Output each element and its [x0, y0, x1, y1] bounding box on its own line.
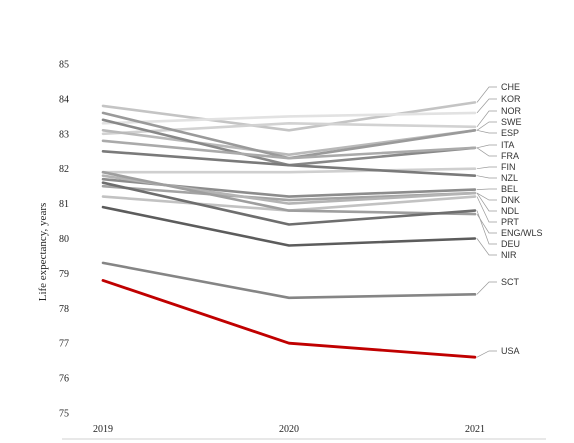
series-label: DEU	[501, 239, 520, 249]
series-label: NIR	[501, 250, 517, 260]
series-line-sct	[101, 261, 477, 300]
series-leader-line	[476, 121, 497, 131]
y-tick-label: 79	[59, 269, 69, 280]
series-line-che	[101, 101, 477, 132]
y-tick-label: 83	[59, 129, 69, 140]
y-axis-label: Life expectancy, years	[37, 203, 49, 302]
series-line-nor	[101, 122, 477, 136]
series-leader-line	[476, 86, 497, 103]
series-leader-line	[476, 175, 497, 179]
series-line-deu	[101, 181, 477, 226]
series-label: SCT	[501, 277, 520, 287]
series-leader-line	[476, 210, 497, 245]
y-tick-label: 77	[59, 339, 69, 350]
series-leader-line	[476, 129, 497, 134]
series-label: NZL	[501, 173, 518, 183]
series-label: FIN	[501, 162, 516, 172]
series-label: PRT	[501, 217, 519, 227]
series-leader-line	[476, 166, 497, 170]
series-label: NDL	[501, 206, 519, 216]
y-tick-label: 80	[59, 234, 69, 245]
series-label: BEL	[501, 184, 518, 194]
series-leader-line	[476, 192, 497, 212]
series-lines	[101, 101, 477, 359]
y-tick-label: 78	[59, 304, 69, 315]
series-leader-line	[476, 196, 497, 223]
series-line-dnk	[101, 184, 477, 202]
y-tick-label: 76	[59, 374, 69, 385]
series-leader-line	[476, 192, 497, 201]
series-line-nir	[101, 205, 477, 247]
series-label: ITA	[501, 140, 514, 150]
series-line-fin	[101, 167, 477, 174]
series-label: KOR	[501, 94, 521, 104]
series-line-nzl	[101, 150, 477, 177]
series-label: CHE	[501, 82, 520, 92]
series-leader-line	[476, 213, 497, 234]
y-tick-label: 81	[59, 199, 69, 210]
series-label: NOR	[501, 106, 522, 116]
series-line-eng-wls	[101, 170, 477, 216]
x-tick-label: 2020	[279, 424, 299, 435]
series-label: FRA	[501, 151, 519, 161]
series-line-usa	[101, 278, 477, 359]
series-label: ESP	[501, 128, 519, 138]
series-leader-line	[476, 281, 497, 295]
x-tick-label: 2021	[465, 424, 485, 435]
y-tick-label: 82	[59, 164, 69, 175]
series-leader-line	[476, 147, 497, 157]
series-label: DNK	[501, 195, 520, 205]
series-leader-line	[476, 238, 497, 256]
series-leader-line	[476, 98, 497, 114]
series-line-fra	[101, 139, 477, 160]
x-axis-ticks: 2019 2020 2021	[93, 424, 485, 435]
y-axis-ticks: 75 76 77 78 79 80 81 82 83 84 85	[59, 60, 69, 420]
series-label: USA	[501, 346, 520, 356]
series-leader-line	[476, 144, 497, 149]
y-tick-label: 84	[59, 94, 69, 105]
y-tick-label: 75	[59, 409, 69, 420]
series-label: ENG/WLS	[501, 228, 543, 238]
series-leader-line	[476, 110, 497, 128]
x-tick-label: 2019	[93, 424, 113, 435]
series-leader-line	[476, 350, 497, 358]
y-tick-label: 85	[59, 60, 69, 71]
series-label: SWE	[501, 117, 522, 127]
series-line-kor	[101, 111, 477, 125]
series-leader-line	[476, 188, 497, 190]
